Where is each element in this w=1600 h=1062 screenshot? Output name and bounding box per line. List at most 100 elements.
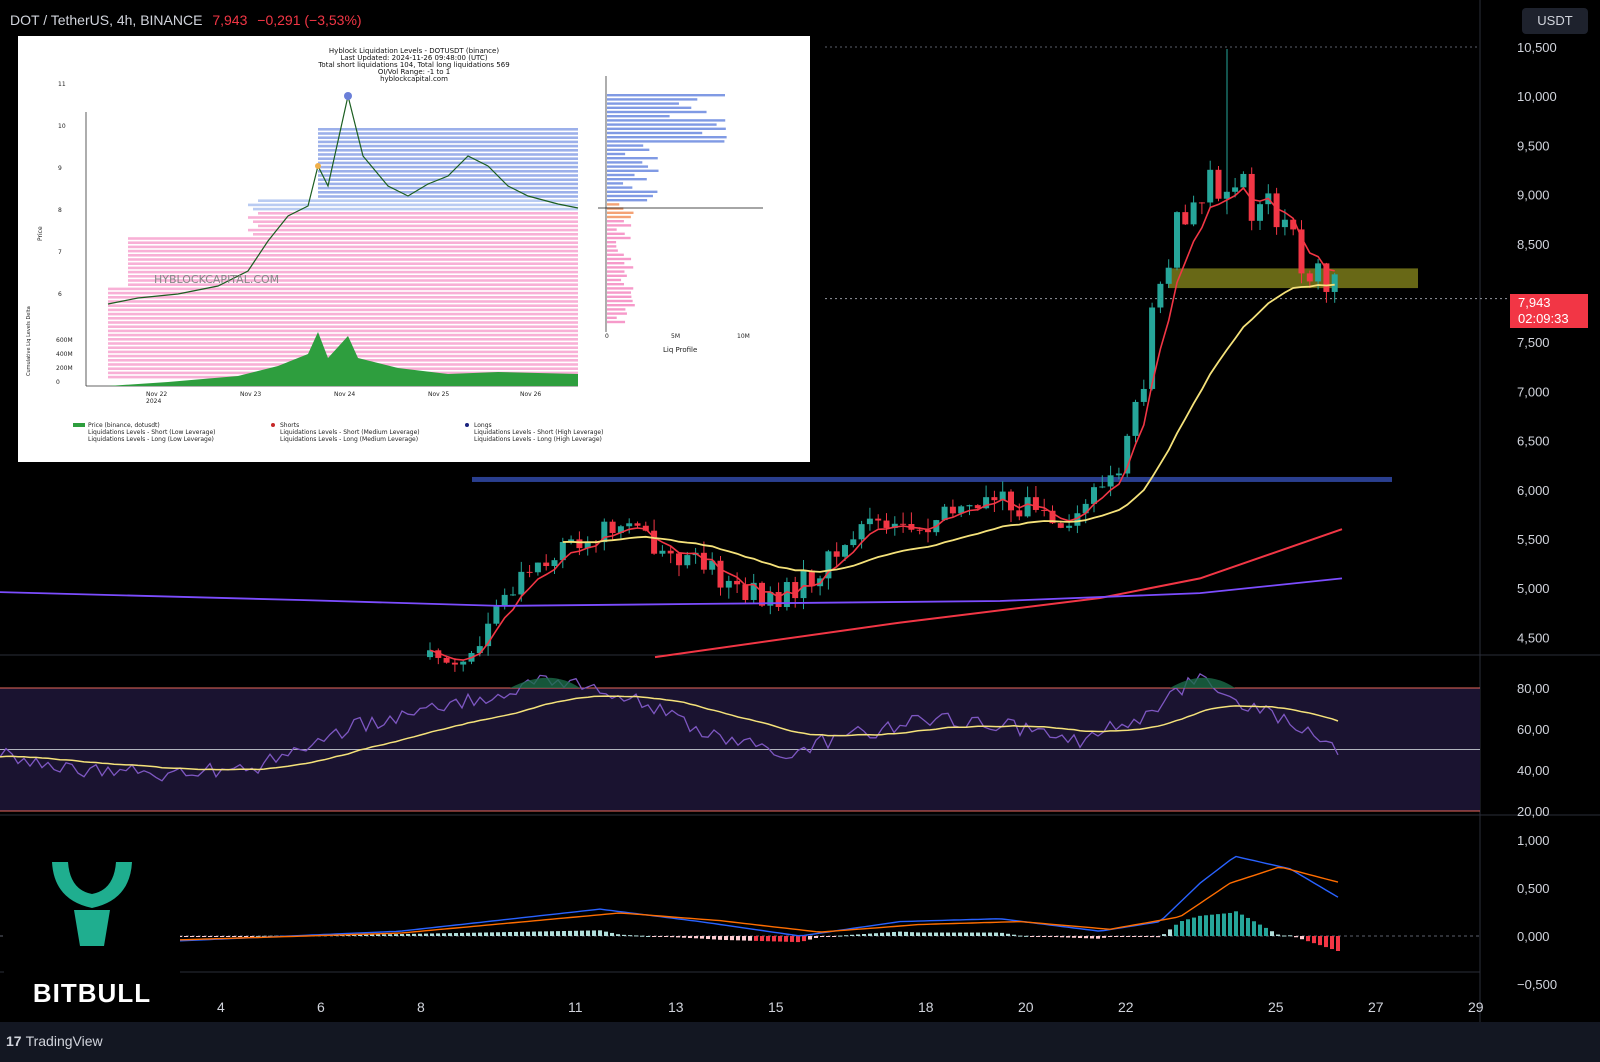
candle-body	[825, 551, 832, 579]
histogram-bar	[574, 930, 578, 936]
histogram-bar	[508, 932, 512, 936]
profile-bar	[607, 249, 618, 252]
liquidation-band	[318, 195, 578, 198]
inset-title: Hyblock Liquidation Levels - DOTUSDT (bi…	[328, 47, 500, 55]
inset-y-tick: 11	[58, 81, 66, 88]
histogram-bar	[778, 936, 782, 942]
time-tick-label: 20	[1018, 999, 1034, 1015]
candle-body	[460, 661, 467, 665]
histogram-bar	[1018, 935, 1022, 937]
histogram-bar	[616, 934, 620, 936]
histogram-bar	[1198, 915, 1202, 936]
histogram-bar	[184, 936, 188, 937]
histogram-bar	[1222, 913, 1226, 936]
histogram-bar	[514, 931, 518, 936]
legend-item: Liquidations Levels - Short (Medium Leve…	[280, 429, 420, 436]
profile-bar	[607, 161, 643, 164]
profile-bar	[607, 182, 624, 185]
histogram-bar	[406, 933, 410, 936]
histogram-bar	[982, 932, 986, 936]
liquidation-band	[258, 212, 578, 215]
candle-body	[617, 526, 624, 533]
candle-body	[725, 580, 732, 588]
histogram-bar	[820, 936, 824, 937]
profile-bar	[607, 295, 632, 298]
histogram-bar	[520, 931, 524, 936]
candle-body	[526, 571, 533, 573]
histogram-bar	[1216, 914, 1220, 936]
liquidation-band	[318, 153, 578, 156]
histogram-bar	[568, 930, 572, 936]
price-chart[interactable]: 10,500 10,000 9,500 9,000 8,500 7,500 7,000 6,5…	[0, 0, 1600, 1022]
profile-bar	[607, 232, 625, 235]
histogram-bar	[604, 931, 608, 936]
fast-ema-line	[429, 186, 1335, 661]
histogram-bar	[484, 932, 488, 936]
candle-body	[1190, 202, 1197, 225]
candle-body	[1298, 229, 1305, 274]
liquidation-band	[128, 270, 578, 274]
liquidation-band	[318, 140, 578, 144]
inset-x-tick: Nov 22	[146, 391, 167, 398]
histogram-bar	[1120, 936, 1124, 937]
candle-body	[443, 657, 450, 663]
histogram-bar	[226, 936, 230, 937]
candle-body	[958, 506, 965, 514]
histogram-bar	[1228, 912, 1232, 936]
symbol-label[interactable]: DOT / TetherUS, 4h, BINANCE	[10, 12, 203, 28]
currency-button[interactable]: USDT	[1522, 8, 1588, 34]
price-tick-label: 7,500	[1517, 335, 1550, 350]
candle-body	[808, 570, 815, 587]
profile-bar	[607, 224, 632, 227]
histogram-bar	[790, 936, 794, 942]
time-tick-label: 4	[217, 999, 225, 1015]
last-price-tag: 7,943 02:09:33	[1510, 294, 1588, 328]
histogram-bar	[412, 933, 416, 936]
liquidation-inset: 11 10 9 8 7 6 Price HYBLOCKCAPITAL.COM 0 5M 10M Liq…	[18, 36, 810, 462]
histogram-bar	[1300, 936, 1304, 940]
ema-yellow-line	[562, 283, 1335, 573]
candle-body	[717, 560, 724, 588]
candle-body	[576, 539, 583, 549]
lower-y-tick: 200M	[56, 365, 73, 372]
histogram-bar	[802, 936, 806, 942]
histogram-bar	[442, 933, 446, 936]
candle-body	[626, 523, 633, 527]
histogram-bar	[748, 936, 752, 941]
histogram-bar	[1060, 936, 1064, 938]
histogram-bar	[232, 936, 236, 937]
candle-body	[451, 662, 458, 665]
candle-body	[1115, 473, 1122, 476]
profile-bar	[607, 165, 649, 168]
candle-body	[1290, 219, 1297, 230]
histogram-bar	[538, 931, 542, 936]
liquidation-marker	[315, 163, 321, 169]
histogram-bar	[1318, 936, 1322, 946]
histogram-bar	[1192, 917, 1196, 936]
liquidation-band	[128, 258, 578, 261]
candle-body	[916, 529, 923, 531]
histogram-bar	[376, 934, 380, 936]
inset-watermark: HYBLOCKCAPITAL.COM	[154, 273, 279, 286]
candle-body	[783, 582, 790, 608]
histogram-bar	[1012, 934, 1016, 936]
histogram-bar	[262, 935, 266, 937]
histogram-bar	[1234, 911, 1238, 936]
liquidation-band	[248, 203, 578, 207]
profile-bar	[607, 94, 725, 97]
tradingview-brand[interactable]: 17 TradingView	[6, 1033, 103, 1049]
histogram-bar	[1024, 935, 1028, 937]
liquidation-band	[253, 233, 578, 236]
histogram-bar	[388, 934, 392, 936]
candle-body	[833, 551, 840, 557]
profile-bar	[607, 140, 725, 143]
liquidation-band	[318, 128, 578, 131]
histogram-bar	[772, 936, 776, 942]
inset-subtitle-3: OI/Vol Range: -1 to 1	[377, 68, 451, 76]
bull-horns-icon	[52, 862, 132, 946]
histogram-bar	[646, 936, 650, 937]
candle-body	[1149, 307, 1156, 389]
candle-body	[742, 584, 749, 600]
histogram-bar	[880, 932, 884, 936]
histogram-bar	[946, 932, 950, 936]
